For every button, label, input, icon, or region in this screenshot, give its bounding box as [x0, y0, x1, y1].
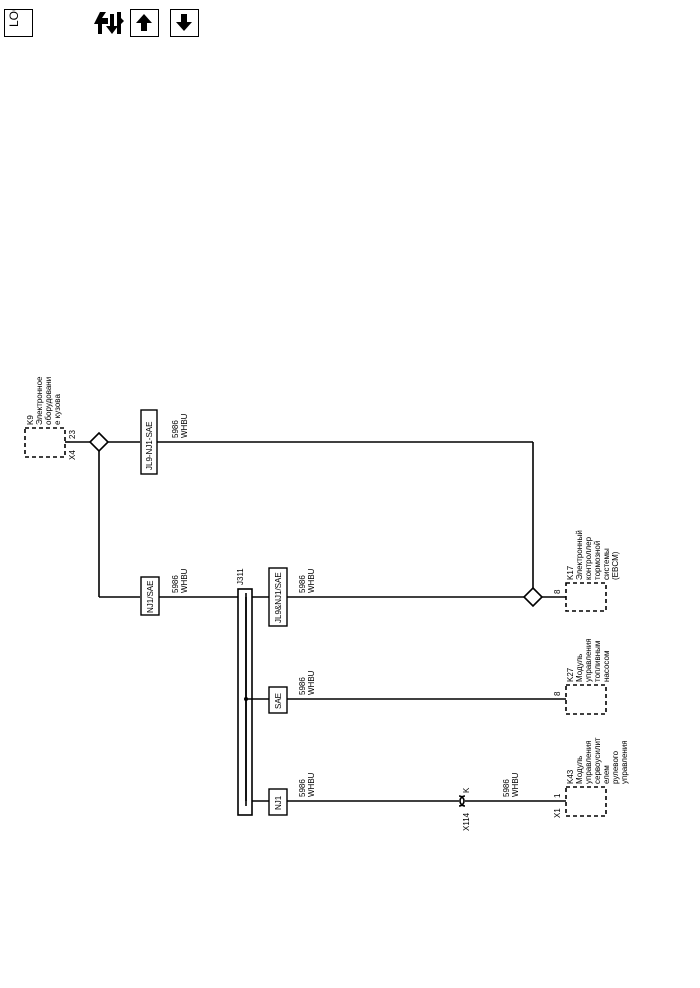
k27-line-3: топливным	[593, 641, 602, 682]
k43-id: K43	[566, 769, 575, 784]
page-down-button[interactable]	[170, 9, 199, 37]
module-k17	[565, 582, 607, 612]
splice-j311	[237, 588, 253, 816]
k17-id: K17	[566, 565, 575, 580]
circuit-right: 5986	[298, 575, 307, 593]
k43-line-5: рулевого	[611, 750, 620, 784]
circuit-nj1: 5986	[298, 779, 307, 797]
module-k43	[565, 786, 607, 817]
k9-pin: 23	[68, 430, 77, 439]
arrow-up-icon	[136, 14, 152, 31]
option-top: JL9-NJ1-SAE	[145, 422, 154, 470]
option-right: JL9&NJ1/SAE	[274, 572, 283, 623]
k43-line-3: сервоусилит	[593, 737, 602, 784]
color-k43: WHBU	[511, 772, 520, 797]
color-right: WHBU	[307, 568, 316, 593]
k17-pin: 8	[553, 589, 562, 594]
tools-button[interactable]	[88, 6, 128, 38]
k43-pin: 1	[553, 793, 562, 798]
k27-pin: 8	[553, 691, 562, 696]
k27-id: K27	[566, 667, 575, 682]
k9-id: K9	[26, 415, 35, 425]
toolbar: LOC	[0, 0, 700, 50]
k17-line-5: (EBCM)	[611, 551, 620, 580]
color-top: WHBU	[180, 413, 189, 438]
k17-line-4: системы	[602, 548, 611, 580]
k9-connector: X4	[68, 450, 77, 460]
k43-line-1: Модуль	[575, 756, 584, 784]
circuit-k43: 5986	[502, 779, 511, 797]
x114-id: X114	[462, 812, 471, 831]
color-sae: WHBU	[307, 670, 316, 695]
circuit-left: 5986	[171, 575, 180, 593]
option-nj1: NJ1	[274, 795, 283, 810]
option-left: NJ1/SAE	[146, 581, 155, 613]
k17-line-3: тормозной	[593, 541, 602, 580]
k27-line-4: насосом	[602, 651, 611, 682]
splice-label: J311	[236, 568, 245, 585]
k43-connector: X1	[553, 808, 562, 818]
option-sae: SAE	[274, 693, 283, 709]
location-button[interactable]: LOC	[4, 2, 33, 37]
tools-icon	[94, 12, 124, 34]
k17-line-2: контроллер	[584, 536, 593, 580]
k9-line-1: Электронное	[35, 376, 44, 425]
module-k27	[565, 684, 607, 715]
k9-line-3: е кузова	[53, 394, 62, 425]
x114-pin: K	[462, 787, 471, 793]
color-nj1: WHBU	[307, 772, 316, 797]
k43-line-6: управления	[620, 740, 629, 784]
color-left: WHBU	[180, 568, 189, 593]
module-k9	[24, 427, 66, 458]
k17-line-1: Электронный	[575, 530, 584, 580]
circuit-top: 5986	[171, 420, 180, 438]
inline-connector-x114	[458, 795, 465, 807]
k9-line-2: оборудовани	[44, 377, 53, 425]
arrow-down-icon	[176, 14, 192, 31]
k27-line-2: управления	[584, 638, 593, 682]
k27-line-1: Модуль	[575, 654, 584, 682]
page-up-button[interactable]	[130, 9, 159, 37]
k43-line-2: управления	[584, 740, 593, 784]
k43-line-4: елем	[602, 765, 611, 784]
circuit-sae: 5986	[298, 677, 307, 695]
diamond-right	[522, 586, 544, 608]
diamond-top	[88, 431, 110, 453]
